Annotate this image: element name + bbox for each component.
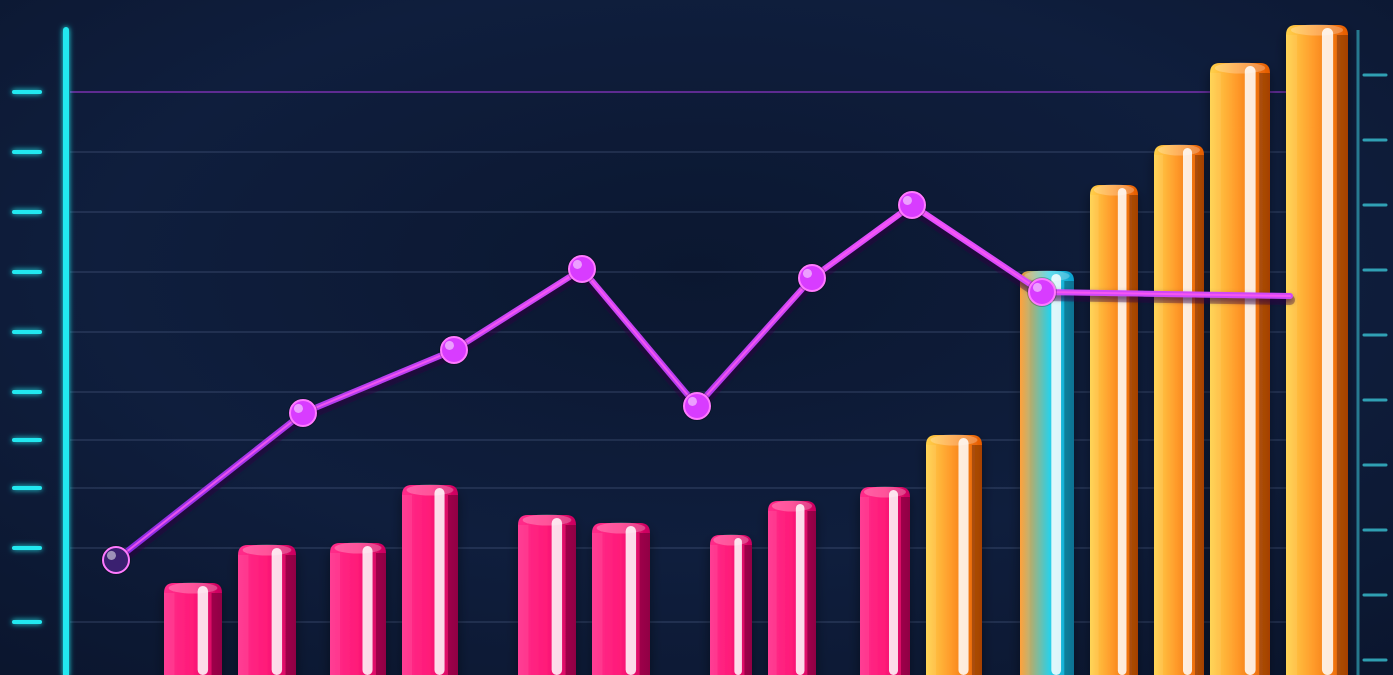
line-marker: [684, 393, 710, 419]
line-marker: [290, 400, 316, 426]
line-marker: [1029, 279, 1055, 305]
line-marker: [899, 192, 925, 218]
line-marker: [441, 337, 467, 363]
line-marker: [569, 256, 595, 282]
chart-canvas: [0, 0, 1393, 675]
line-marker: [103, 547, 129, 573]
combo-chart: [0, 0, 1393, 675]
line-marker: [799, 265, 825, 291]
